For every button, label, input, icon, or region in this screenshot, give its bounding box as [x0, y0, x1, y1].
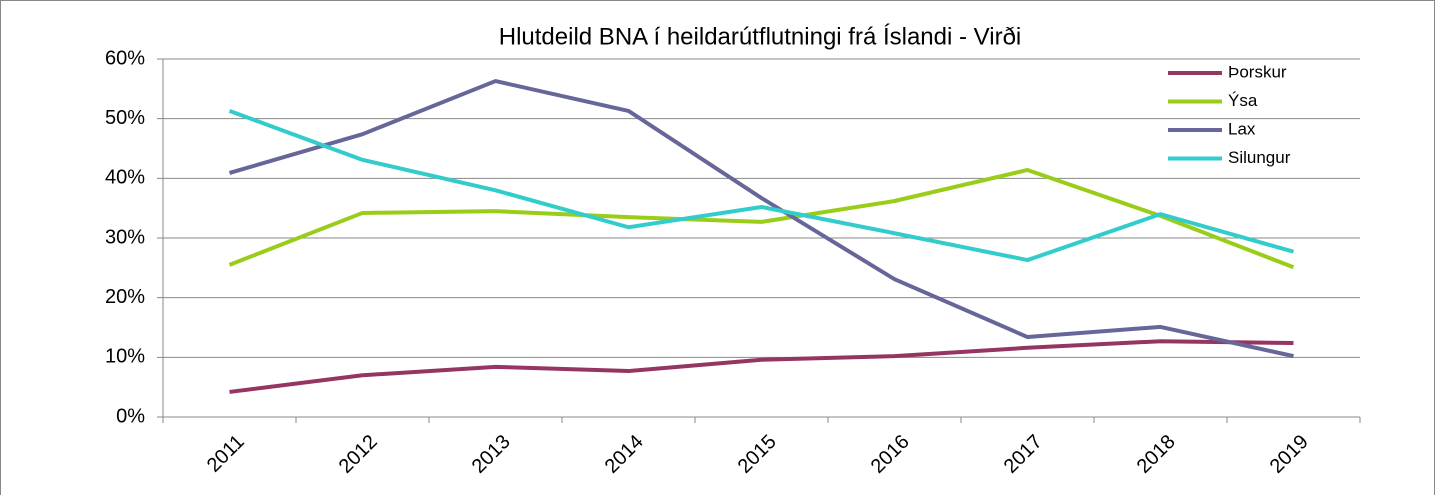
- line-series: [228, 167, 1295, 270]
- line-series: [229, 339, 1294, 394]
- legend-label: Lax: [1228, 119, 1256, 138]
- y-tick-label: 0%: [116, 405, 145, 427]
- line-series: [228, 109, 1295, 263]
- y-tick-label: 10%: [105, 346, 145, 368]
- legend-label: Þorskur: [1228, 62, 1287, 81]
- legend-label: Ýsa: [1228, 91, 1258, 110]
- y-tick-label: 60%: [105, 47, 145, 69]
- y-tick-label: 50%: [105, 107, 145, 129]
- y-tick-label: 30%: [105, 226, 145, 248]
- legend-label: Silungur: [1228, 148, 1291, 167]
- line-series: [228, 79, 1294, 359]
- y-tick-label: 20%: [105, 286, 145, 308]
- y-tick-label: 40%: [105, 167, 145, 189]
- chart-title: Hlutdeild BNA í heildarútflutningi frá Í…: [499, 23, 1022, 50]
